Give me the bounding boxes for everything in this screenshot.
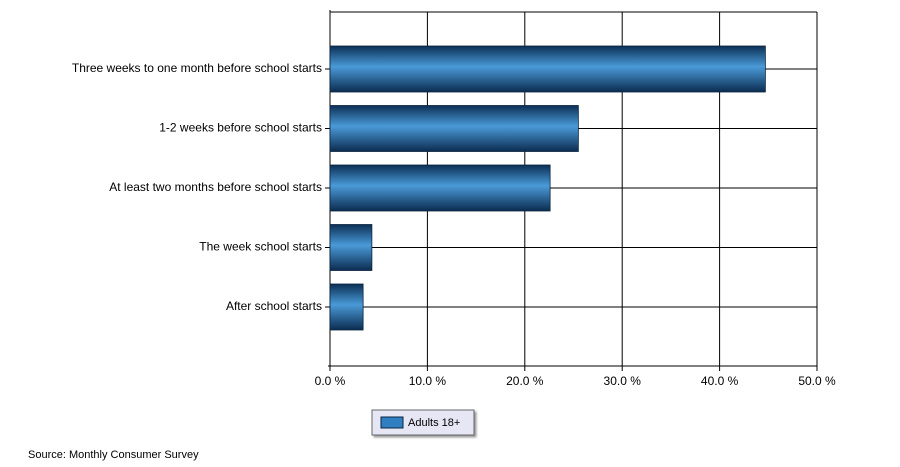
bar (329, 224, 373, 271)
source-note: Source: Monthly Consumer Survey (28, 449, 199, 461)
y-tick-label: Three weeks to one month before school s… (72, 61, 322, 75)
legend-label: Adults 18+ (408, 417, 460, 429)
legend: Adults 18+ (371, 409, 475, 436)
x-tick-label: 50.0 % (798, 374, 836, 388)
bar (329, 283, 364, 331)
y-tick-label: The week school starts (199, 240, 322, 254)
x-tick-label: 20.0 % (506, 374, 544, 388)
x-tick-label: 30.0 % (604, 374, 642, 388)
bar (329, 164, 551, 212)
x-tick-label: 0.0 % (315, 374, 346, 388)
y-tick-label: 1-2 weeks before school starts (159, 121, 322, 135)
x-tick-label: 40.0 % (701, 374, 739, 388)
bar (329, 105, 579, 152)
y-tick-label: After school starts (226, 299, 322, 313)
legend-swatch (380, 416, 404, 429)
bar (329, 45, 766, 93)
y-tick-label: At least two months before school starts (109, 180, 322, 194)
x-tick-label: 10.0 % (409, 374, 447, 388)
